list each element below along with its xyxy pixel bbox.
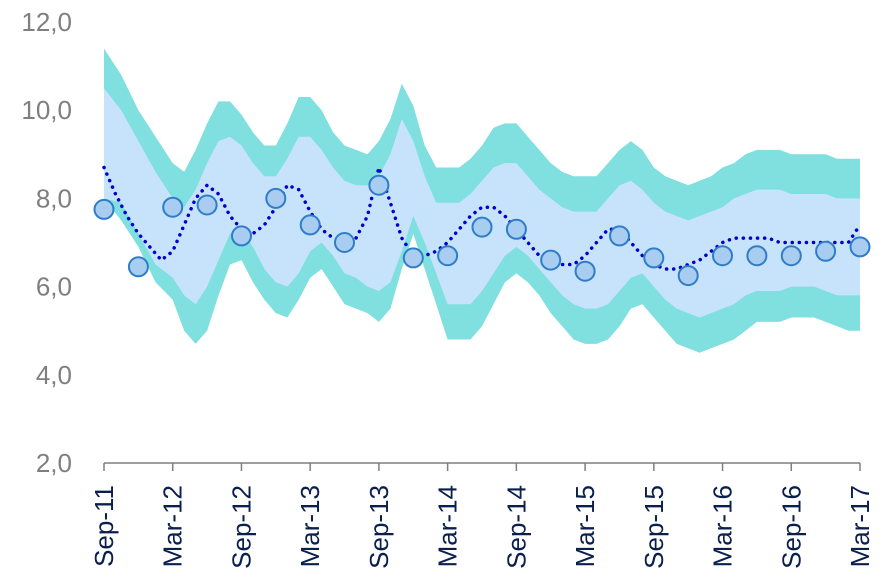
data-point-marker <box>437 245 459 267</box>
data-point-marker <box>815 240 837 262</box>
x-tick-label: Mar-15 <box>570 485 600 567</box>
data-point-marker <box>849 236 871 258</box>
x-tick-label: Sep-11 <box>89 485 119 567</box>
forecast-dotted-line <box>102 161 862 271</box>
forecast-line-layer <box>102 161 862 271</box>
data-point-marker <box>471 216 493 238</box>
x-tick-label: Mar-13 <box>295 485 325 567</box>
x-tick-label: Mar-12 <box>158 485 188 567</box>
data-point-marker <box>780 245 802 267</box>
inner-confidence-band <box>104 88 860 318</box>
x-tick-label: Sep-15 <box>639 485 669 569</box>
x-tick-label: Sep-14 <box>501 485 531 569</box>
data-point-marker <box>334 232 355 253</box>
data-point-marker <box>402 247 424 269</box>
confidence-bands <box>104 48 860 353</box>
data-point-marker <box>574 260 596 282</box>
data-point-marker <box>196 194 218 216</box>
x-tick-label: Mar-16 <box>708 485 738 567</box>
y-tick-label: 8,0 <box>36 183 72 213</box>
y-tick-label: 6,0 <box>36 272 72 302</box>
data-point-marker <box>93 198 115 220</box>
data-point-marker <box>712 245 733 267</box>
data-point-marker <box>677 265 699 287</box>
data-point-marker <box>368 174 390 196</box>
data-point-marker <box>746 245 768 267</box>
observed-markers <box>93 174 871 287</box>
x-axis: Sep-11 Mar-12 Sep-12 Mar-13 Sep-13 Mar-14 Sep-… <box>89 462 875 569</box>
data-point-marker <box>643 247 665 269</box>
x-tick-label: Mar-17 <box>845 485 875 567</box>
data-point-marker <box>540 249 562 271</box>
x-tick-label: Sep-16 <box>776 485 806 569</box>
y-tick-label: 4,0 <box>36 360 72 390</box>
data-point-marker <box>505 218 527 240</box>
y-axis: 2,0 4,0 6,0 8,0 10,0 12,0 <box>21 7 72 478</box>
data-point-marker <box>609 225 630 247</box>
data-point-marker <box>127 256 149 278</box>
data-point-marker <box>162 196 184 218</box>
x-tick-label: Mar-14 <box>433 485 463 567</box>
data-point-marker <box>265 187 287 209</box>
y-tick-label: 12,0 <box>21 7 72 37</box>
x-tick-label: Sep-12 <box>227 485 257 569</box>
data-point-marker <box>299 214 321 236</box>
x-tick-label: Sep-13 <box>364 485 394 569</box>
data-point-marker <box>231 225 252 247</box>
y-tick-label: 10,0 <box>21 95 72 125</box>
y-tick-label: 2,0 <box>36 448 72 478</box>
